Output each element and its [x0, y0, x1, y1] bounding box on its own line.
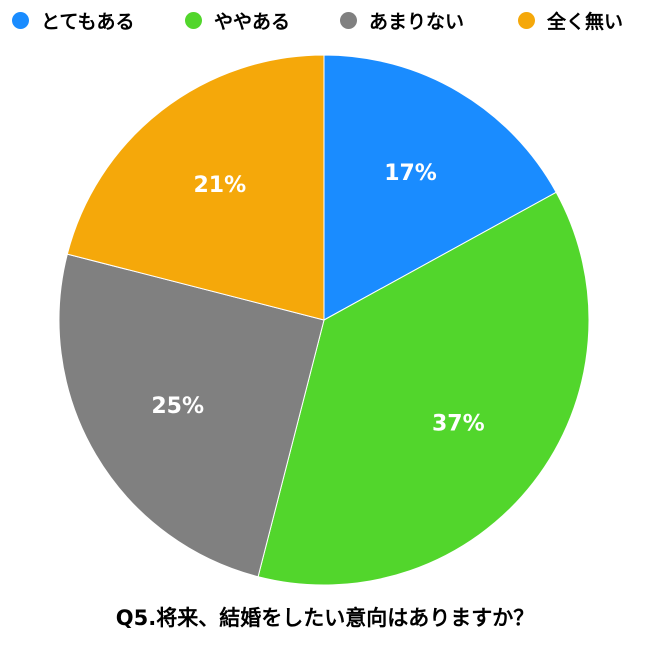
pie-slice-yaya-aru [257, 191, 590, 586]
legend-label-totemo-aru: とてもある [41, 10, 135, 33]
legend-item-amari-nai: あまりない [340, 4, 464, 36]
legend: とてもある ややある あまりない 全く無い [0, 4, 650, 36]
legend-swatch-mattaku-nai [518, 11, 535, 29]
pie-slice-mattaku-nai [66, 54, 325, 321]
slice-label-yaya-aru: 37% [432, 412, 485, 437]
legend-swatch-yaya-aru [185, 11, 202, 29]
slice-label-totemo-aru: 17% [384, 161, 437, 186]
legend-item-mattaku-nai: 全く無い [518, 4, 623, 36]
chart-title: Q5.将来、結婚をしたい意向はありますか？ [115, 606, 535, 630]
legend-item-yaya-aru: ややある [185, 4, 290, 36]
legend-swatch-amari-nai [340, 11, 357, 29]
legend-item-totemo-aru: とてもある [12, 4, 134, 36]
legend-label-amari-nai: あまりない [369, 10, 465, 33]
pie-slice-amari-nai [58, 253, 325, 578]
pie-chart: 17% 37% 25% 21% [58, 54, 590, 586]
legend-swatch-totemo-aru [12, 11, 29, 29]
slice-label-mattaku-nai: 21% [193, 173, 246, 198]
slice-label-amari-nai: 25% [151, 394, 204, 419]
legend-label-yaya-aru: ややある [214, 10, 291, 33]
legend-label-mattaku-nai: 全く無い [547, 10, 624, 33]
pie-slice-totemo-aru [323, 54, 557, 321]
